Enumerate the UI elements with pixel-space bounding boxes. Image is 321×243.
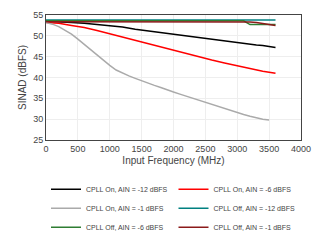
svg-text:CPLL On, AIN = -6 dBFS: CPLL On, AIN = -6 dBFS	[214, 186, 292, 193]
svg-text:Input Frequency (MHz): Input Frequency (MHz)	[122, 155, 224, 166]
svg-text:50: 50	[33, 31, 43, 41]
svg-text:1500: 1500	[132, 144, 152, 154]
svg-text:2000: 2000	[163, 144, 183, 154]
svg-text:500: 500	[70, 144, 85, 154]
svg-text:3500: 3500	[259, 144, 279, 154]
svg-text:CPLL Off, AIN = -1 dBFS: CPLL Off, AIN = -1 dBFS	[214, 224, 292, 231]
svg-text:30: 30	[33, 114, 43, 124]
svg-text:55: 55	[33, 10, 43, 20]
svg-text:CPLL Off, AIN = -12 dBFS: CPLL Off, AIN = -12 dBFS	[214, 205, 295, 212]
svg-text:0: 0	[43, 144, 48, 154]
svg-text:1000: 1000	[100, 144, 120, 154]
svg-text:45: 45	[33, 52, 43, 62]
svg-text:CPLL On, AIN = -12 dBFS: CPLL On, AIN = -12 dBFS	[86, 186, 168, 193]
svg-text:40: 40	[33, 73, 43, 83]
svg-text:CPLL Off, AIN = -6 dBFS: CPLL Off, AIN = -6 dBFS	[86, 224, 164, 231]
svg-text:25: 25	[33, 135, 43, 145]
svg-text:CPLL On, AIN = -1 dBFS: CPLL On, AIN = -1 dBFS	[86, 205, 164, 212]
svg-text:3000: 3000	[227, 144, 247, 154]
svg-text:35: 35	[33, 93, 43, 103]
svg-text:4000: 4000	[291, 144, 311, 154]
svg-text:SINAD (dBFS): SINAD (dBFS)	[17, 45, 28, 110]
svg-text:2500: 2500	[195, 144, 215, 154]
